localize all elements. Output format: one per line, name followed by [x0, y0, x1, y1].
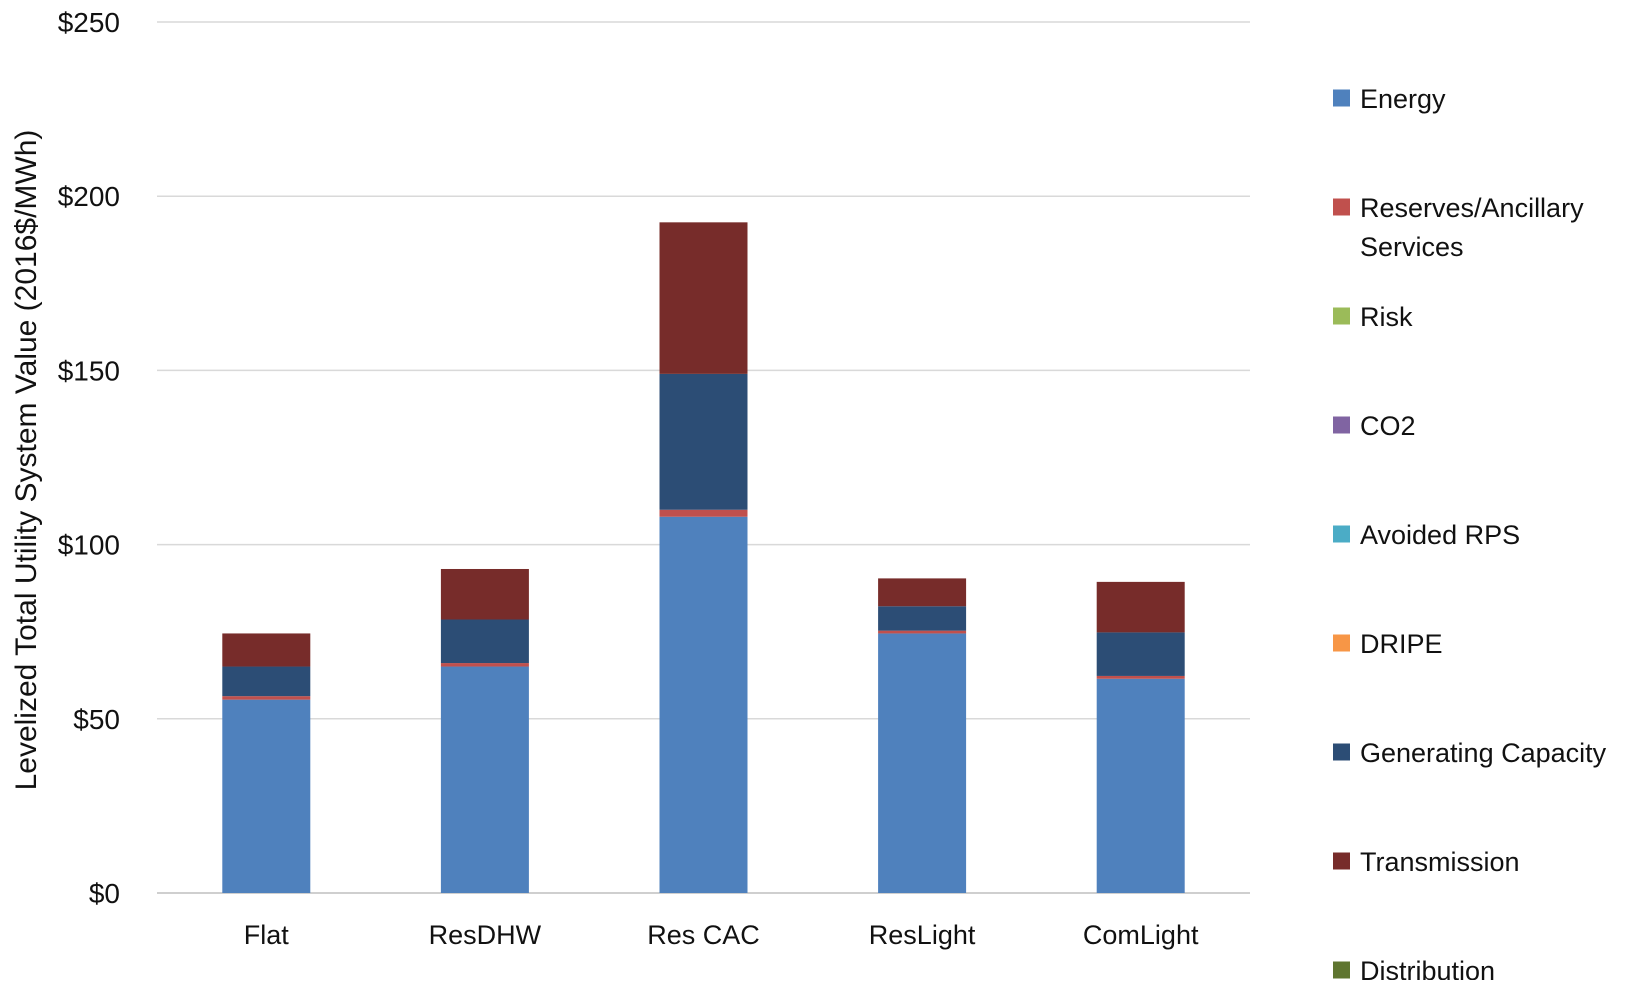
bar-segment: [1096, 632, 1185, 676]
bar-segment: [659, 222, 748, 374]
x-category-label: ResDHW: [429, 920, 542, 950]
y-tick-label: $250: [58, 7, 120, 38]
x-category-label: ComLight: [1083, 920, 1199, 950]
bar-segment: [222, 666, 311, 697]
bar-segment: [440, 568, 529, 620]
x-axis-categories: Flat ResDHW Res CAC ResLight ComLight: [244, 920, 1199, 950]
legend-label: Generating Capacity: [1360, 738, 1607, 768]
legend-label: Transmission: [1360, 847, 1520, 877]
y-tick-label: $200: [58, 181, 120, 212]
legend-swatch: [1333, 198, 1350, 216]
legend-label-line: Services: [1360, 232, 1464, 262]
bar-segment: [440, 619, 529, 664]
legend-swatch: [1333, 852, 1350, 870]
y-tick-label: $0: [89, 878, 120, 909]
bars: [222, 222, 1185, 893]
legend: Energy Reserves/Ancillary Services Risk CO2 A…: [1333, 84, 1607, 985]
legend-swatch: [1333, 634, 1350, 652]
legend-swatch: [1333, 416, 1350, 434]
bar-segment: [659, 509, 748, 517]
legend-label: Reserves/Ancillary Services: [1360, 193, 1584, 262]
bar-segment: [659, 373, 748, 510]
bar-segment: [222, 696, 311, 700]
bar-segment: [1096, 675, 1185, 679]
bar-segment: [1096, 678, 1185, 893]
y-tick-label: $150: [58, 355, 120, 386]
y-tick-label: $50: [73, 704, 120, 735]
bar-segment: [222, 699, 311, 893]
x-category-label: ResLight: [869, 920, 976, 950]
bar-segment: [878, 633, 967, 893]
bar-segment: [878, 578, 967, 607]
legend-swatch: [1333, 525, 1350, 543]
legend-swatch: [1333, 743, 1350, 761]
y-axis-title: Levelized Total Utility System Value (20…: [10, 130, 43, 791]
y-tick-label: $100: [58, 530, 120, 561]
legend-label: Risk: [1360, 302, 1413, 332]
bar-segment: [878, 606, 967, 631]
x-category-label: Res CAC: [647, 920, 760, 950]
legend-swatch: [1333, 89, 1350, 107]
legend-swatch: [1333, 961, 1350, 979]
legend-swatch: [1333, 307, 1350, 325]
x-category-label: Flat: [244, 920, 290, 950]
bar-segment: [878, 630, 967, 634]
bar-segment: [440, 666, 529, 893]
y-axis-ticks: $0 $50 $100 $150 $200 $250: [58, 7, 120, 909]
bar-segment: [1096, 581, 1185, 633]
legend-label: CO2: [1360, 411, 1416, 441]
legend-label: Distribution: [1360, 956, 1495, 980]
legend-label: Avoided RPS: [1360, 520, 1520, 550]
legend-label: DRIPE: [1360, 629, 1443, 659]
bar-segment: [659, 516, 748, 893]
bar-segment: [222, 633, 311, 667]
bar-segment: [440, 663, 529, 667]
legend-label-line: Reserves/Ancillary: [1360, 193, 1584, 223]
legend-label: Energy: [1360, 84, 1446, 114]
